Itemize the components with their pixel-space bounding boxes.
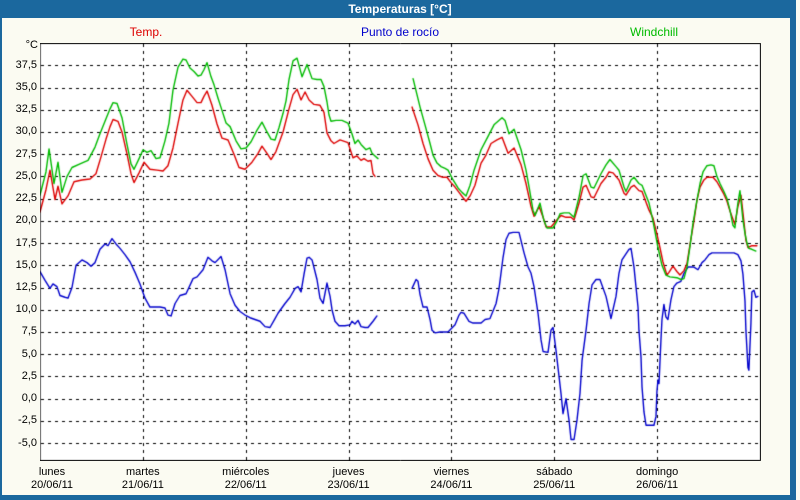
y-tick-label: -5,0 bbox=[18, 436, 37, 449]
window-border-left bbox=[0, 0, 2, 500]
y-tick-label: 20,0 bbox=[15, 214, 37, 227]
day-date: 24/06/11 bbox=[430, 479, 473, 491]
day-name: lunes bbox=[38, 466, 66, 478]
window-title: Temperaturas [°C] bbox=[348, 2, 452, 16]
y-tick-label: 10,0 bbox=[15, 303, 37, 316]
x-day-label-jueves: jueves 23/06/11 bbox=[328, 466, 370, 492]
y-tick-label: 35,0 bbox=[15, 81, 37, 94]
y-tick-label: 30,0 bbox=[15, 125, 37, 138]
window-border-right bbox=[790, 0, 796, 500]
day-date: 21/06/11 bbox=[121, 479, 164, 491]
y-tick-label: 37,5 bbox=[15, 58, 37, 71]
x-day-label-lunes: lunes 20/06/11 bbox=[31, 466, 73, 492]
x-day-label-domingo: domingo 26/06/11 bbox=[636, 466, 678, 492]
window-border-bottom bbox=[0, 495, 796, 500]
legend-item-1: Temp. bbox=[129, 25, 163, 39]
y-tick-label: 32,5 bbox=[15, 103, 37, 116]
day-name: sábado bbox=[536, 466, 573, 478]
y-tick-label: 27,5 bbox=[15, 147, 37, 160]
x-day-label-miércoles: miércoles 22/06/11 bbox=[222, 466, 269, 492]
y-tick-label: 12,5 bbox=[15, 281, 37, 293]
day-name: martes bbox=[126, 466, 160, 478]
y-tick-label: 15,0 bbox=[15, 258, 37, 271]
window-edge-strip bbox=[796, 0, 800, 500]
y-tick-label: 7,5 bbox=[21, 325, 37, 338]
y-tick-label: -2,5 bbox=[18, 414, 37, 427]
day-date: 26/06/11 bbox=[636, 479, 679, 491]
x-day-label-viernes: viernes 24/06/11 bbox=[430, 466, 472, 492]
y-tick-label: 22,5 bbox=[15, 192, 37, 205]
day-name: domingo bbox=[636, 466, 679, 478]
y-tick-label: 17,5 bbox=[15, 236, 37, 249]
day-date: 25/06/11 bbox=[533, 479, 576, 491]
day-name: miércoles bbox=[222, 466, 270, 478]
y-tick-label: 25,0 bbox=[15, 169, 37, 182]
day-date: 23/06/11 bbox=[327, 479, 370, 491]
x-day-label-sábado: sábado 25/06/11 bbox=[533, 466, 575, 492]
y-tick-label: 0,0 bbox=[21, 392, 37, 405]
y-tick-label: 5,0 bbox=[21, 347, 37, 360]
temperature-line-chart bbox=[40, 43, 761, 461]
day-name: jueves bbox=[332, 466, 365, 478]
y-axis-unit-label: °C bbox=[25, 39, 38, 51]
y-tick-label: 2,5 bbox=[21, 369, 37, 382]
plot-area bbox=[40, 43, 761, 461]
legend-item-2: Punto de rocío bbox=[360, 25, 440, 39]
day-date: 22/06/11 bbox=[224, 479, 267, 491]
x-day-label-martes: martes 21/06/11 bbox=[122, 466, 164, 492]
window-titlebar[interactable]: Temperaturas [°C] bbox=[0, 0, 800, 18]
day-date: 20/06/11 bbox=[30, 479, 74, 491]
legend-item-3: Windchill bbox=[629, 25, 679, 39]
day-name: viernes bbox=[433, 466, 470, 478]
